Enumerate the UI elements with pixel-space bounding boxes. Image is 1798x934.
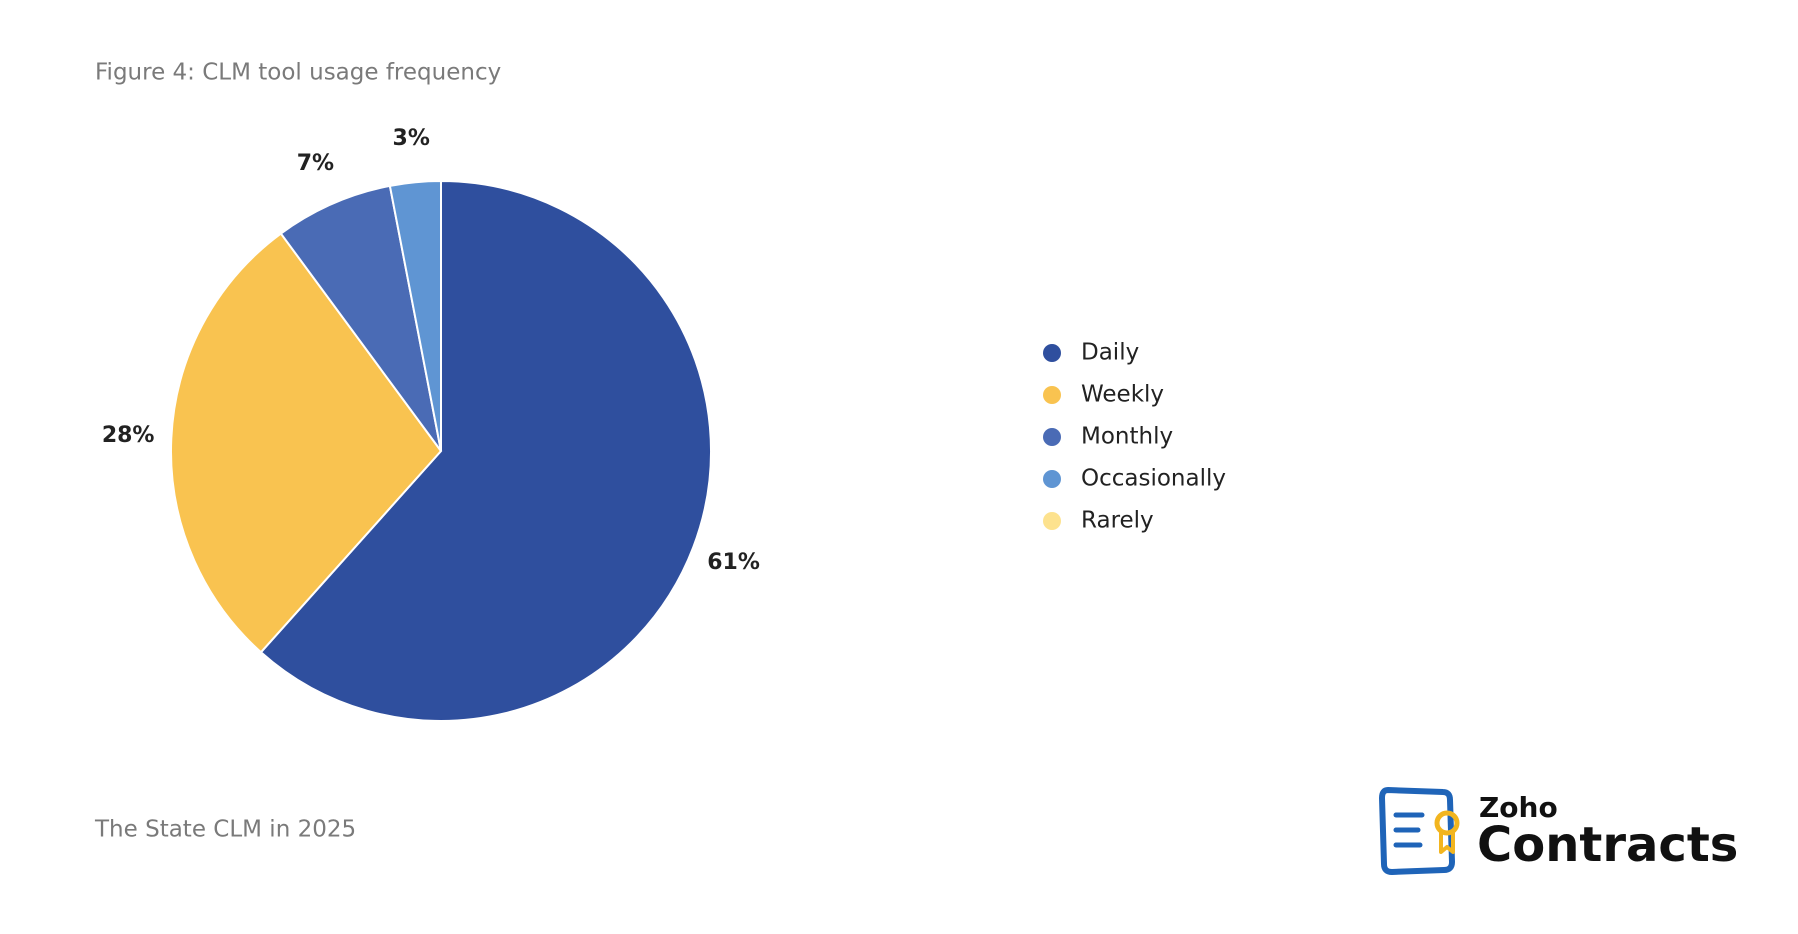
data-label: 7% bbox=[297, 151, 334, 176]
data-label: 28% bbox=[102, 423, 155, 448]
legend-swatch bbox=[1043, 470, 1061, 488]
legend-label: Daily bbox=[1081, 340, 1139, 366]
pie-slice bbox=[170, 232, 443, 654]
logo-icon bbox=[1379, 787, 1460, 875]
data-label: 3% bbox=[393, 126, 430, 151]
legend-swatch bbox=[1043, 344, 1061, 362]
legend-swatch bbox=[1043, 428, 1061, 446]
legend-swatch bbox=[1043, 386, 1061, 404]
chart-title: Figure 4: CLM tool usage frequency bbox=[95, 60, 501, 86]
legend-swatch bbox=[1043, 512, 1061, 530]
pie-slice bbox=[259, 179, 712, 722]
data-label: 61% bbox=[707, 550, 760, 575]
footer: The State CLM in 2025 bbox=[94, 817, 356, 843]
legend-label: Occasionally bbox=[1081, 466, 1226, 492]
legend-label: Monthly bbox=[1081, 424, 1173, 450]
legend-label: Weekly bbox=[1081, 382, 1164, 408]
logo-bottom: Contracts bbox=[1477, 817, 1738, 873]
pie-slice bbox=[279, 184, 442, 452]
logo-top: Zoho bbox=[1479, 791, 1558, 824]
legend-label: Rarely bbox=[1081, 508, 1154, 534]
